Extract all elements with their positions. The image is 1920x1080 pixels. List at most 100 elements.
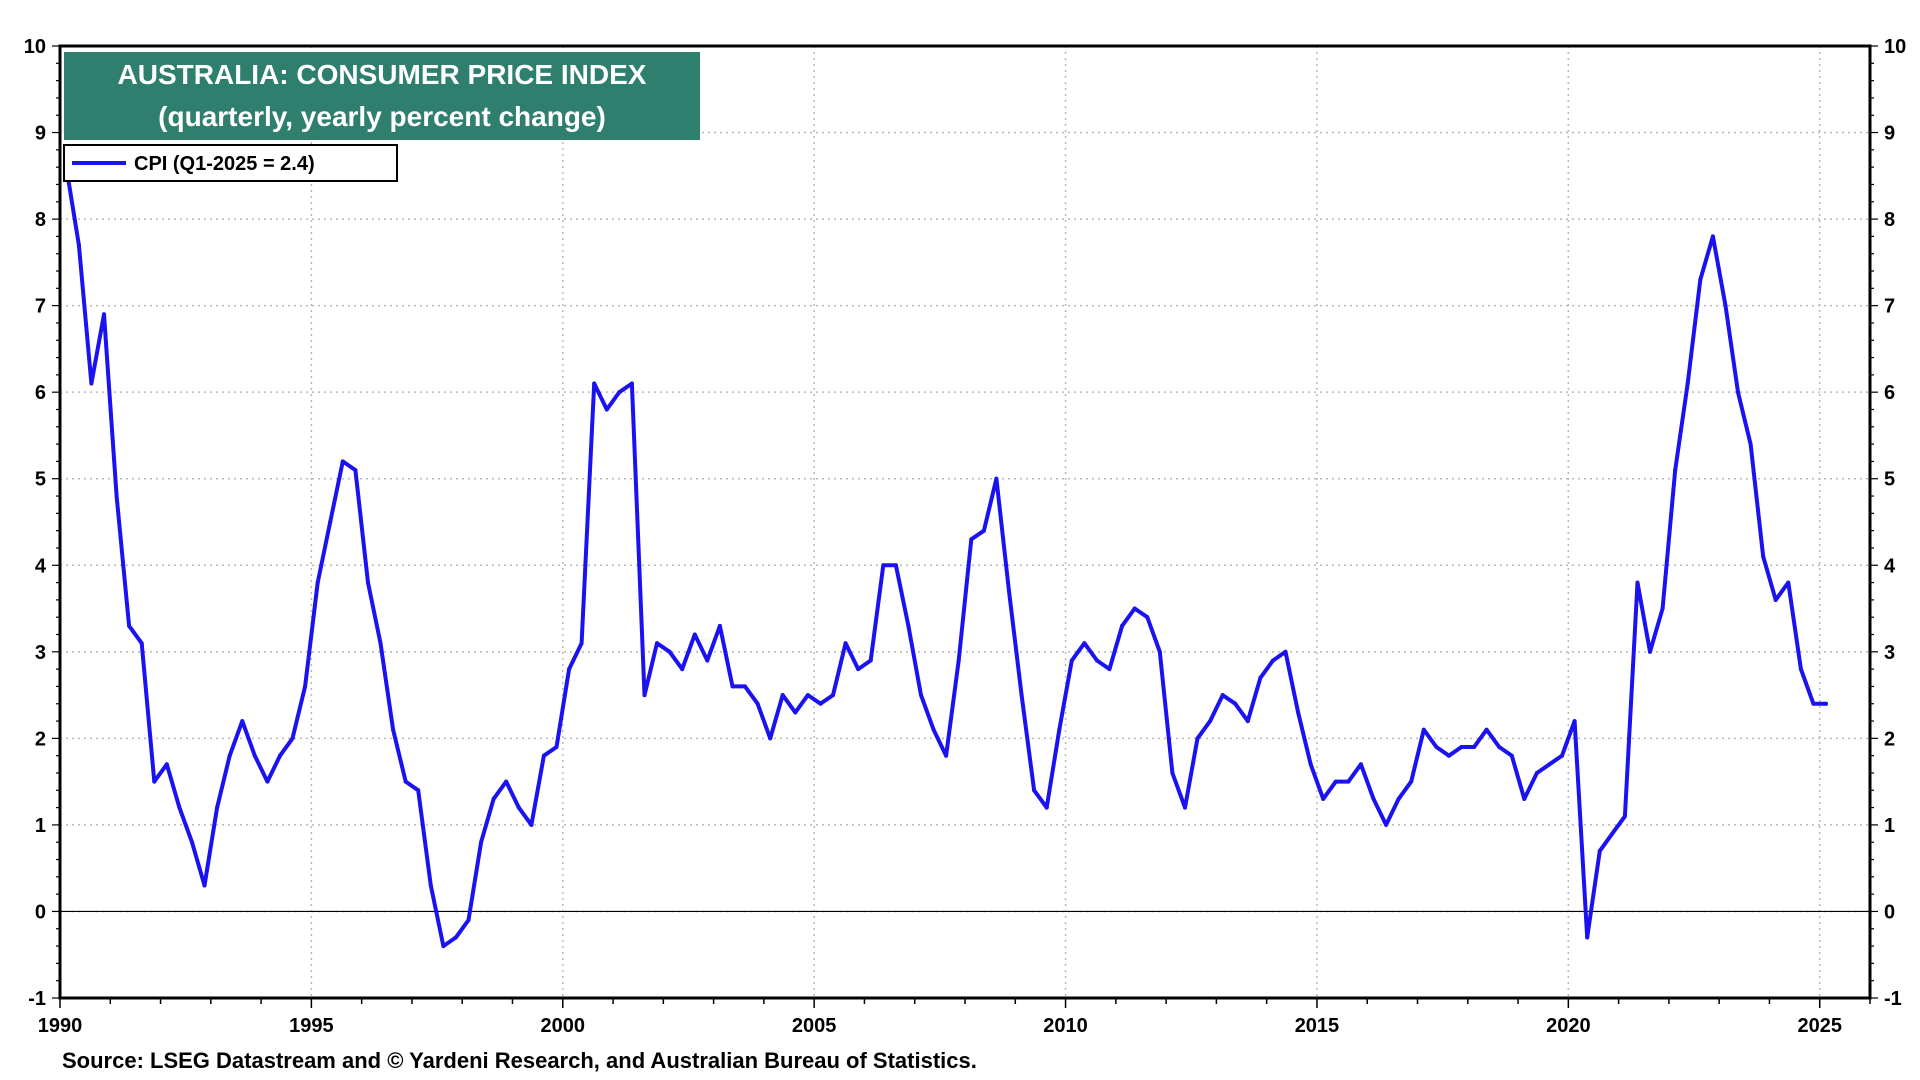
data-point	[102, 312, 106, 317]
x-tick-label: 2015	[1295, 1015, 1340, 1037]
data-point	[491, 796, 496, 801]
data-point	[541, 753, 546, 758]
data-point	[1044, 805, 1049, 810]
data-point	[692, 632, 697, 637]
data-point	[1484, 727, 1489, 732]
y-tick-label-left: 5	[35, 469, 46, 491]
data-point	[1082, 641, 1087, 646]
data-point	[919, 693, 923, 698]
data-point	[1446, 753, 1451, 758]
data-point	[1710, 234, 1715, 239]
data-point	[453, 935, 458, 940]
title-box: AUSTRALIA: CONSUMER PRICE INDEX (quarter…	[64, 52, 700, 140]
data-point	[139, 641, 144, 646]
data-point	[1522, 796, 1527, 801]
y-tick-label-left: 3	[35, 642, 46, 664]
data-point	[416, 788, 421, 793]
y-tick-label-right: 9	[1884, 123, 1895, 145]
data-point	[164, 762, 169, 767]
data-point	[529, 822, 534, 827]
data-point	[89, 381, 94, 386]
data-point	[1736, 390, 1740, 395]
data-point	[265, 779, 270, 784]
data-point	[1635, 580, 1640, 585]
data-point	[315, 580, 320, 585]
data-point	[240, 719, 245, 724]
data-point	[152, 779, 157, 784]
data-point	[1296, 710, 1301, 715]
data-point	[428, 883, 433, 888]
data-point	[793, 710, 798, 715]
data-point	[227, 753, 232, 758]
y-axis-left: -1 0 1 2 3 4 5 6 7 8 9 10	[24, 36, 47, 1010]
data-point	[1786, 580, 1791, 585]
data-point	[1358, 762, 1363, 767]
data-point	[1748, 442, 1753, 447]
y-tick-label-right: 7	[1884, 296, 1895, 318]
data-point	[1459, 745, 1464, 749]
data-point	[1597, 848, 1602, 853]
y-tick-label-right: -1	[1884, 988, 1902, 1010]
data-point	[642, 693, 647, 698]
data-point	[1308, 762, 1313, 767]
y-tick-label-right: 3	[1884, 642, 1895, 664]
y-tick-label-left: 0	[35, 901, 46, 923]
data-point	[579, 641, 584, 646]
y-tick-label-left: 2	[35, 728, 46, 750]
data-point	[1107, 667, 1112, 672]
data-point	[655, 641, 659, 646]
data-point	[1321, 796, 1326, 801]
x-tick-label: 2020	[1546, 1015, 1591, 1037]
data-point	[278, 753, 282, 758]
series-line-cpi	[64, 165, 1828, 949]
data-point	[504, 779, 509, 784]
y-tick-label-right: 2	[1884, 728, 1895, 750]
data-point	[1371, 796, 1376, 801]
data-point	[705, 658, 710, 663]
data-point	[805, 693, 810, 698]
data-point	[1622, 814, 1627, 819]
data-point	[994, 476, 999, 481]
data-point	[353, 468, 358, 473]
data-point	[1509, 753, 1514, 758]
data-points	[64, 165, 1828, 949]
data-point	[1220, 693, 1225, 698]
data-point	[1723, 303, 1728, 308]
data-point	[944, 753, 949, 758]
data-point	[303, 684, 308, 689]
data-point	[516, 805, 521, 810]
data-point	[1069, 658, 1074, 663]
data-point	[1409, 779, 1414, 784]
data-point	[1811, 701, 1816, 706]
data-point	[1798, 667, 1803, 672]
data-point	[1183, 805, 1187, 810]
data-point	[177, 805, 182, 810]
data-point	[1195, 736, 1200, 741]
data-point	[1534, 771, 1539, 775]
data-point	[391, 727, 396, 732]
data-point	[1208, 719, 1213, 724]
data-point	[667, 649, 672, 654]
data-point	[1497, 745, 1502, 749]
data-point	[328, 520, 333, 524]
data-point	[893, 563, 898, 568]
x-tick-label: 2000	[541, 1015, 586, 1037]
y-tick-label-right: 5	[1884, 469, 1895, 491]
data-point	[1271, 658, 1275, 663]
data-point	[1761, 554, 1766, 559]
y-tick-label-right: 10	[1884, 36, 1906, 58]
data-point	[881, 563, 886, 568]
y-tick-label-right: 1	[1884, 815, 1895, 837]
y-tick-label-left: 1	[35, 815, 46, 837]
legend-label: CPI (Q1-2025 = 2.4)	[134, 153, 315, 175]
data-point	[403, 779, 408, 784]
data-point	[755, 701, 760, 706]
source-note: Source: LSEG Datastream and © Yardeni Re…	[62, 1048, 977, 1073]
data-point	[592, 381, 597, 386]
data-point	[1132, 606, 1137, 611]
x-tick-label: 1990	[38, 1015, 83, 1037]
x-tick-label: 2025	[1797, 1015, 1842, 1037]
data-point	[969, 537, 974, 542]
data-point	[1685, 381, 1690, 386]
